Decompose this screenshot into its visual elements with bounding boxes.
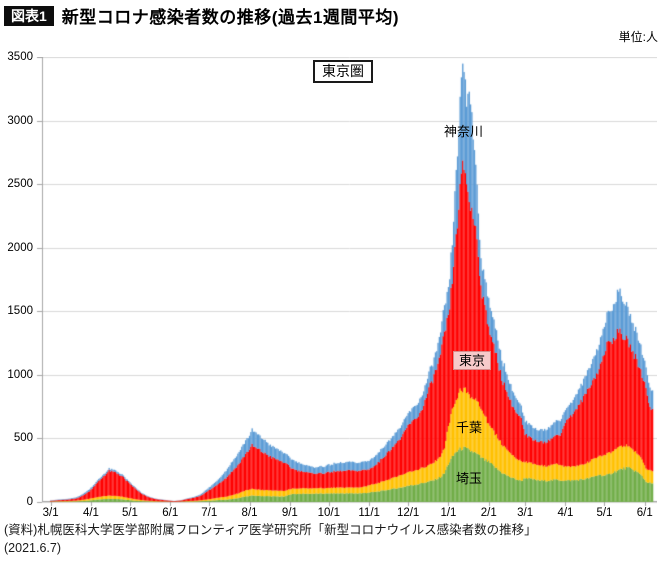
- x-tick-label: 10/1: [317, 507, 341, 519]
- y-tick-label: 2000: [7, 241, 33, 254]
- x-tick-label: 3/1: [517, 507, 534, 519]
- series-label-kanagawa: 神奈川: [444, 124, 484, 139]
- series-label-chiba: 千葉: [456, 420, 483, 435]
- region-label-box: 東京圏: [313, 60, 373, 83]
- y-tick-label: 0: [26, 496, 33, 508]
- x-tick-label: 4/1: [82, 507, 99, 519]
- y-tick-label: 3000: [7, 114, 33, 127]
- x-tick-label: 8/1: [241, 507, 258, 519]
- chart-header: 図表1 新型コロナ感染者数の推移(過去1週間平均): [4, 3, 399, 28]
- source-note-line2: (2021.6.7): [4, 541, 61, 556]
- x-tick-label: 6/1: [162, 507, 179, 519]
- figure-number-badge: 図表1: [4, 5, 54, 26]
- y-tick-label: 1000: [7, 368, 33, 381]
- x-tick-label: 9/1: [281, 507, 298, 519]
- plot-canvas: [36, 57, 657, 508]
- x-tick-label: 12/1: [396, 507, 420, 519]
- unit-label: 単位:人: [618, 30, 658, 44]
- series-label-tokyo: 東京: [453, 351, 492, 370]
- x-tick-label: 2/1: [480, 507, 497, 519]
- x-tick-label: 11/1: [358, 507, 380, 519]
- x-tick-label: 5/1: [121, 507, 138, 519]
- x-tick-label: 5/1: [596, 507, 613, 519]
- chart-title: 新型コロナ感染者数の推移(過去1週間平均): [61, 8, 400, 27]
- y-tick-label: 3500: [7, 51, 33, 63]
- y-tick-label: 500: [13, 432, 33, 445]
- x-tick-label: 3/1: [42, 507, 59, 519]
- y-tick-label: 1500: [7, 305, 33, 318]
- y-tick-label: 2500: [7, 178, 33, 191]
- x-tick-label: 1/1: [440, 507, 457, 519]
- x-tick-label: 6/1: [636, 507, 653, 519]
- stacked-area-chart: 0 500 1000 1500 2000 2500 3000 3500 3/1 4/1 5/1 6/…: [0, 50, 670, 520]
- series-label-saitama: 埼玉: [456, 471, 483, 486]
- x-tick-label: 7/1: [201, 507, 218, 519]
- x-tick-label: 4/1: [557, 507, 574, 519]
- source-note-line1: (資料)札幌医科大学医学部附属フロンティア医学研究所「新型コロナウイルス感染者数…: [4, 523, 537, 537]
- source-note: (資料)札幌医科大学医学部附属フロンティア医学研究所「新型コロナウイルス感染者数…: [4, 521, 537, 557]
